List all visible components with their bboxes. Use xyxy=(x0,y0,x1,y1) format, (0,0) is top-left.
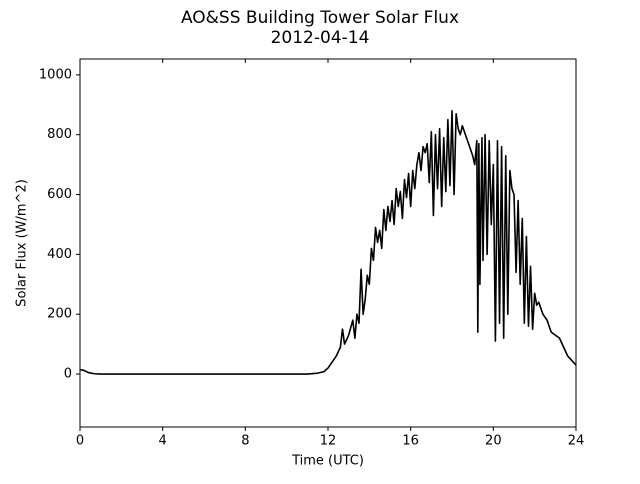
x-tick-label: 20 xyxy=(485,434,502,449)
y-tick-label: 200 xyxy=(47,307,72,322)
y-tick-label: 1000 xyxy=(39,67,72,82)
y-tick-label: 0 xyxy=(64,367,72,382)
flux-line xyxy=(79,109,577,375)
chart-title: AO&SS Building Tower Solar Flux xyxy=(181,8,459,28)
x-tick-label: 16 xyxy=(402,434,419,449)
y-axis-label: Solar Flux (W/m^2) xyxy=(15,179,30,307)
y-tick-label: 800 xyxy=(47,127,72,142)
chart-subtitle: 2012-04-14 xyxy=(271,28,370,48)
y-tick-label: 600 xyxy=(47,187,72,202)
x-tick-label: 8 xyxy=(241,434,249,449)
x-axis-label: Time (UTC) xyxy=(291,454,364,469)
x-tick-label: 12 xyxy=(320,434,337,449)
x-tick-label: 24 xyxy=(568,434,585,449)
plot-frame xyxy=(79,58,577,428)
x-tick-label: 4 xyxy=(159,434,167,449)
x-tick-label: 0 xyxy=(76,434,84,449)
y-tick-label: 400 xyxy=(47,247,72,262)
